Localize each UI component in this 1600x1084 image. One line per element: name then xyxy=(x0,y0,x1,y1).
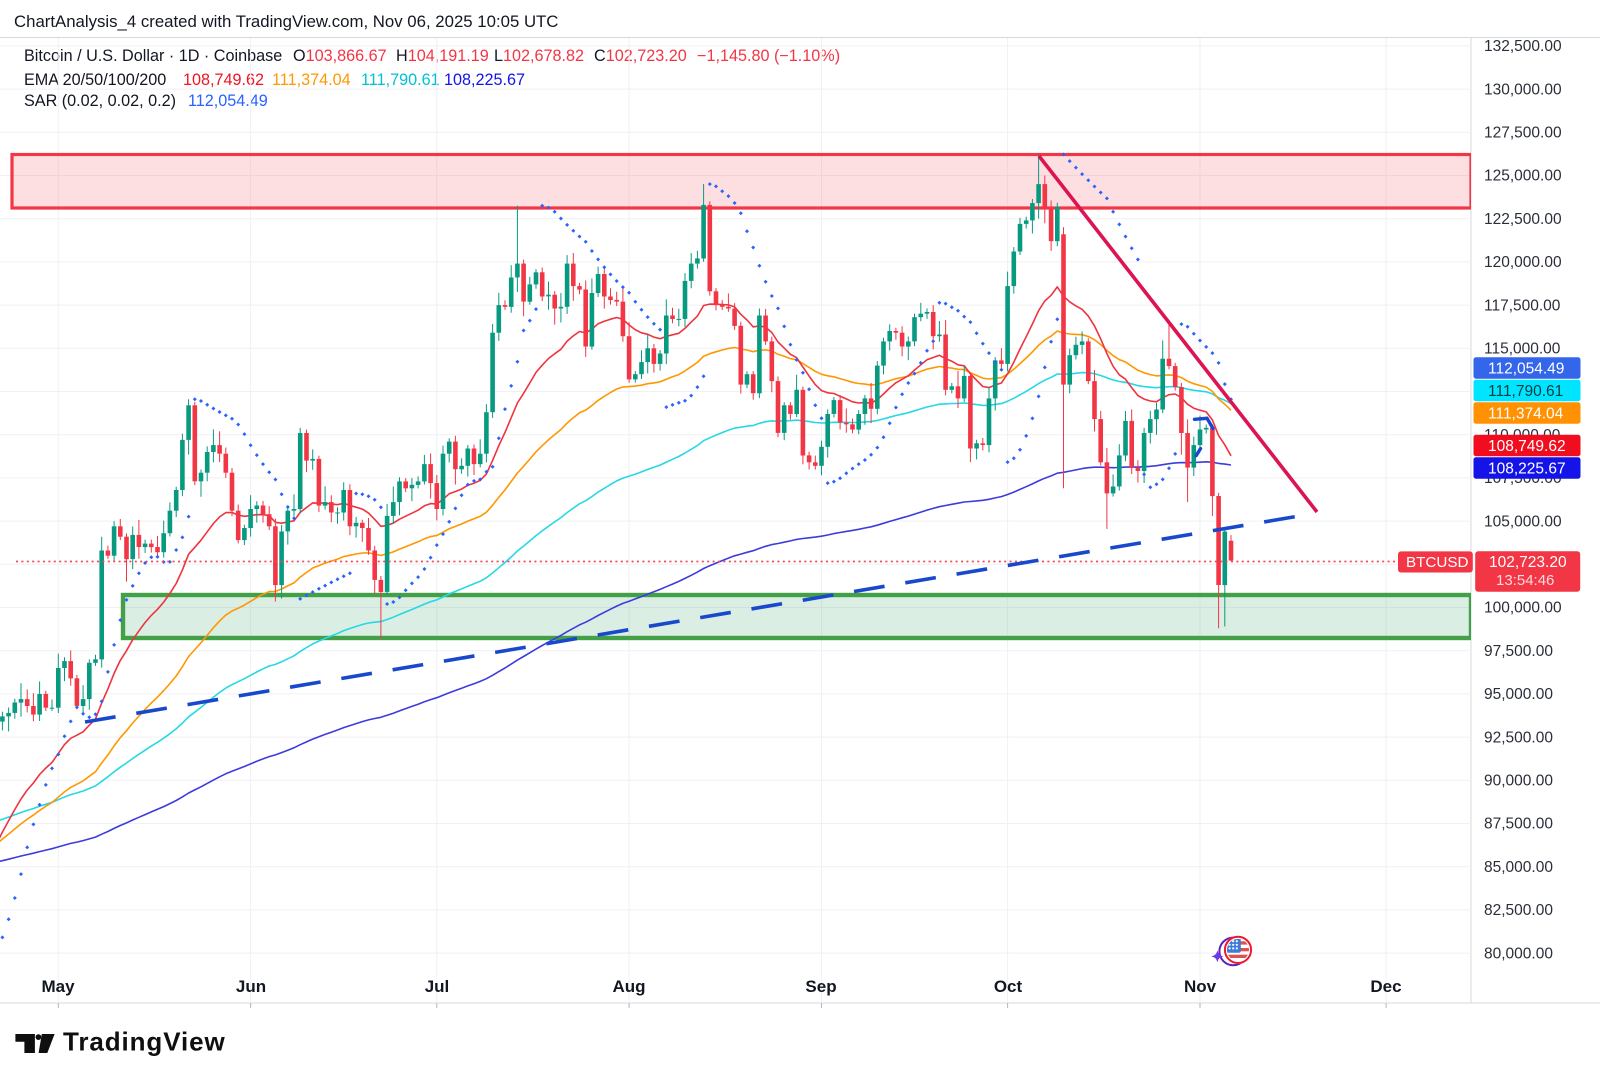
svg-text:111,374.04: 111,374.04 xyxy=(1488,405,1564,422)
svg-text:87,500.00: 87,500.00 xyxy=(1484,816,1553,833)
svg-text:90,000.00: 90,000.00 xyxy=(1484,773,1553,790)
svg-text:105,000.00: 105,000.00 xyxy=(1484,513,1562,530)
svg-text:108,225.67: 108,225.67 xyxy=(1488,460,1566,477)
svg-text:Jul: Jul xyxy=(425,977,450,996)
svg-text:130,000.00: 130,000.00 xyxy=(1484,81,1562,98)
svg-text:95,000.00: 95,000.00 xyxy=(1484,686,1553,703)
svg-text:Dec: Dec xyxy=(1370,977,1401,996)
svg-text:13:54:46: 13:54:46 xyxy=(1496,572,1554,589)
svg-text:BTCUSD: BTCUSD xyxy=(1406,554,1468,571)
svg-text:May: May xyxy=(41,977,75,996)
svg-text:Oct: Oct xyxy=(994,977,1023,996)
svg-text:Jun: Jun xyxy=(236,977,266,996)
svg-text:111,790.61: 111,790.61 xyxy=(1488,383,1563,400)
svg-text:125,000.00: 125,000.00 xyxy=(1484,168,1562,185)
svg-text:102,723.20: 102,723.20 xyxy=(1489,554,1567,571)
svg-text:115,000.00: 115,000.00 xyxy=(1484,341,1561,358)
svg-text:108,749.62: 108,749.62 xyxy=(1488,438,1566,455)
svg-text:Aug: Aug xyxy=(612,977,645,996)
svg-text:112,054.49: 112,054.49 xyxy=(1488,360,1564,377)
svg-text:117,500.00: 117,500.00 xyxy=(1484,297,1561,314)
svg-text:127,500.00: 127,500.00 xyxy=(1484,125,1562,142)
svg-text:132,500.00: 132,500.00 xyxy=(1484,38,1562,55)
svg-text:80,000.00: 80,000.00 xyxy=(1484,945,1553,962)
svg-text:Sep: Sep xyxy=(805,977,836,996)
svg-text:100,000.00: 100,000.00 xyxy=(1484,600,1562,617)
svg-text:122,500.00: 122,500.00 xyxy=(1484,211,1562,228)
svg-text:85,000.00: 85,000.00 xyxy=(1484,859,1553,876)
svg-text:92,500.00: 92,500.00 xyxy=(1484,729,1553,746)
svg-text:120,000.00: 120,000.00 xyxy=(1484,254,1562,271)
svg-text:82,500.00: 82,500.00 xyxy=(1484,902,1553,919)
svg-text:TradingView: TradingView xyxy=(63,1027,226,1057)
svg-text:Nov: Nov xyxy=(1184,977,1217,996)
svg-text:97,500.00: 97,500.00 xyxy=(1484,643,1553,660)
